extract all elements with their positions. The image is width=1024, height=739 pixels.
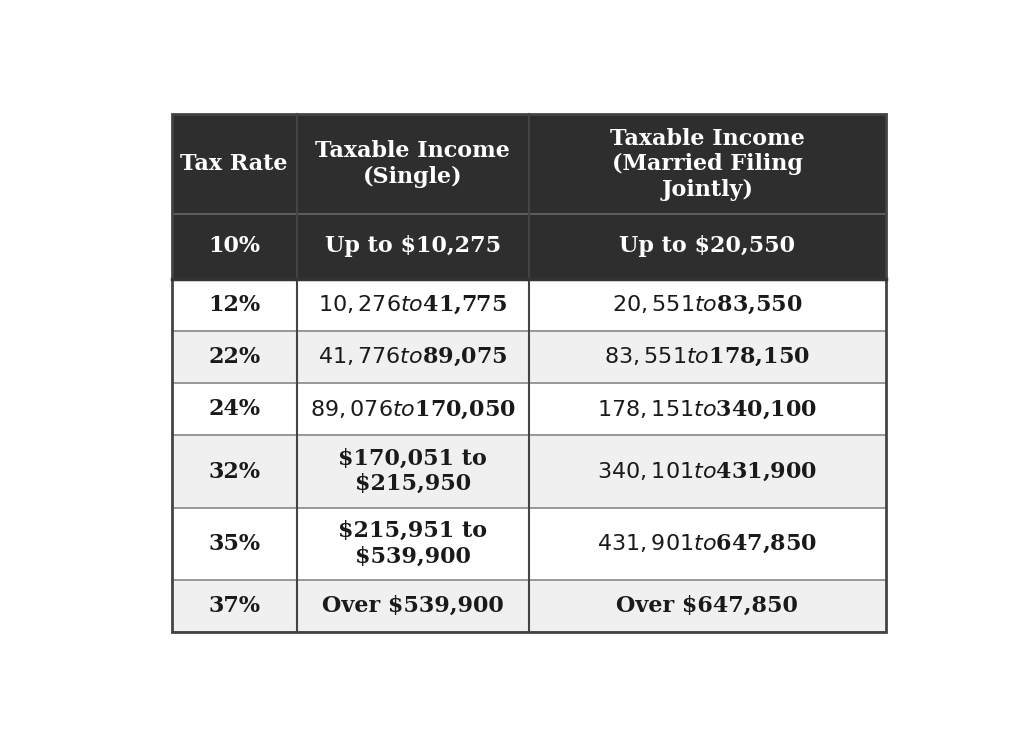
Text: 22%: 22% — [208, 346, 260, 368]
Text: 24%: 24% — [208, 398, 260, 420]
Text: $340,101 to $431,900: $340,101 to $431,900 — [597, 460, 817, 483]
Text: $41,776 to $89,075: $41,776 to $89,075 — [317, 346, 508, 368]
Bar — [172, 435, 886, 508]
Text: $10,276 to $41,775: $10,276 to $41,775 — [318, 293, 507, 316]
Text: $431,901 to $647,850: $431,901 to $647,850 — [597, 533, 817, 555]
Text: $83,551 to $178,150: $83,551 to $178,150 — [604, 346, 810, 368]
Text: $20,551 to $83,550: $20,551 to $83,550 — [612, 293, 803, 316]
Text: Over $539,900: Over $539,900 — [322, 595, 504, 617]
Text: 12%: 12% — [208, 293, 260, 316]
Bar — [172, 331, 886, 383]
Text: 10%: 10% — [208, 235, 260, 257]
Text: 32%: 32% — [208, 460, 260, 483]
Text: 35%: 35% — [208, 533, 260, 555]
Text: Tax Rate: Tax Rate — [180, 153, 288, 175]
Text: $215,951 to
$539,900: $215,951 to $539,900 — [338, 520, 487, 568]
Text: Up to $10,275: Up to $10,275 — [325, 235, 501, 257]
Bar — [172, 580, 886, 632]
Text: Taxable Income
(Married Filing
Jointly): Taxable Income (Married Filing Jointly) — [610, 128, 805, 200]
Bar — [172, 508, 886, 580]
Text: Taxable Income
(Single): Taxable Income (Single) — [315, 140, 510, 188]
Text: $89,076 to $170,050: $89,076 to $170,050 — [309, 398, 516, 420]
Bar — [172, 383, 886, 435]
Text: Over $647,850: Over $647,850 — [616, 595, 799, 617]
Text: Up to $20,550: Up to $20,550 — [620, 235, 796, 257]
Text: 37%: 37% — [208, 595, 260, 617]
Bar — [172, 279, 886, 331]
Text: $170,051 to
$215,950: $170,051 to $215,950 — [338, 448, 487, 495]
Bar — [172, 115, 886, 632]
Text: $178,151 to $340,100: $178,151 to $340,100 — [597, 398, 817, 420]
Bar — [172, 115, 886, 279]
